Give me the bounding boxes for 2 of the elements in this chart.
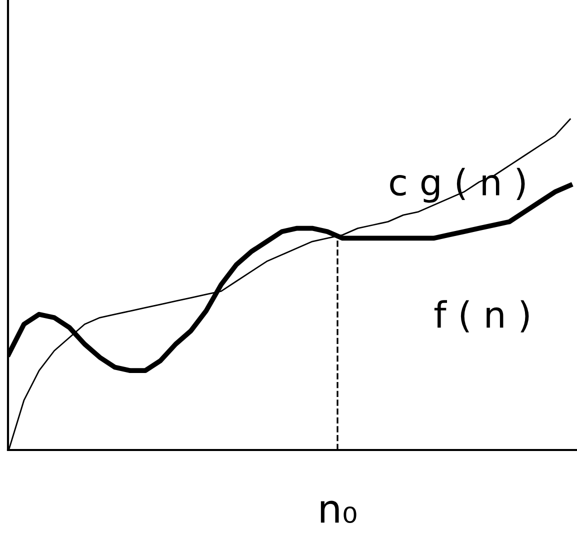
series-label: f ( n ) [434, 300, 529, 332]
text: n₀ [320, 500, 356, 523]
